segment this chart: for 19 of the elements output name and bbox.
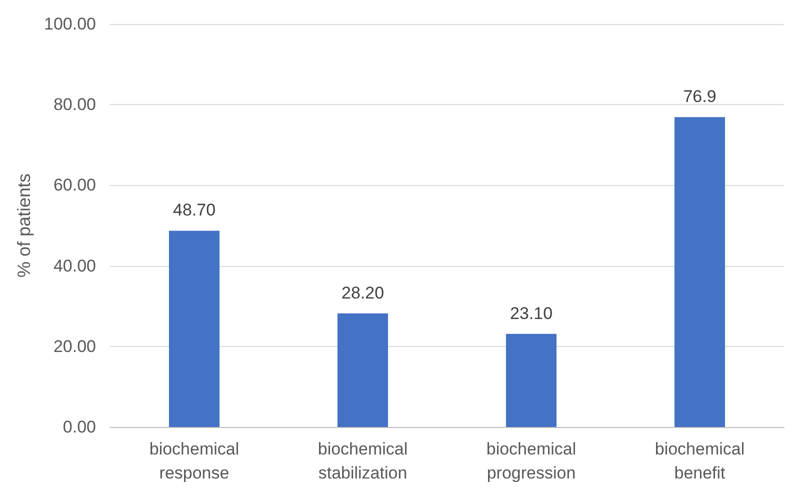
data-label: 23.10 bbox=[510, 304, 553, 323]
data-label: 76.9 bbox=[683, 87, 716, 106]
bar bbox=[674, 117, 726, 427]
x-tick-label: biochemical benefit bbox=[654, 440, 745, 482]
y-tick-label: 80.00 bbox=[53, 95, 96, 114]
x-tick-label: biochemical stabilization bbox=[318, 440, 408, 482]
x-tick-label: biochemical response bbox=[149, 440, 240, 482]
data-label: 28.20 bbox=[341, 283, 384, 302]
y-tick-label: 20.00 bbox=[53, 336, 96, 356]
y-axis-title: % of patients bbox=[14, 173, 34, 278]
y-tick-label: 0.00 bbox=[62, 418, 96, 436]
y-tick-label: 60.00 bbox=[53, 176, 96, 195]
bar bbox=[337, 313, 388, 427]
bar bbox=[168, 230, 220, 427]
bar bbox=[506, 334, 557, 427]
data-label: 48.70 bbox=[172, 200, 216, 220]
y-tick-label: 40.00 bbox=[53, 256, 96, 276]
x-tick-label: biochemical progression bbox=[486, 440, 576, 482]
y-tick-label: 100.00 bbox=[44, 14, 96, 34]
